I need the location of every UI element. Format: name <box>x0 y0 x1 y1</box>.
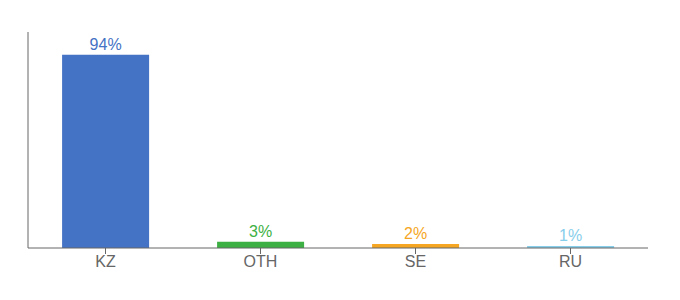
svg-text:1%: 1% <box>559 227 582 244</box>
svg-text:3%: 3% <box>249 223 272 240</box>
svg-text:SE: SE <box>405 253 426 270</box>
svg-text:RU: RU <box>559 253 582 270</box>
svg-text:2%: 2% <box>404 225 427 242</box>
svg-text:KZ: KZ <box>95 253 116 270</box>
svg-text:OTH: OTH <box>244 253 278 270</box>
svg-text:94%: 94% <box>90 36 122 53</box>
